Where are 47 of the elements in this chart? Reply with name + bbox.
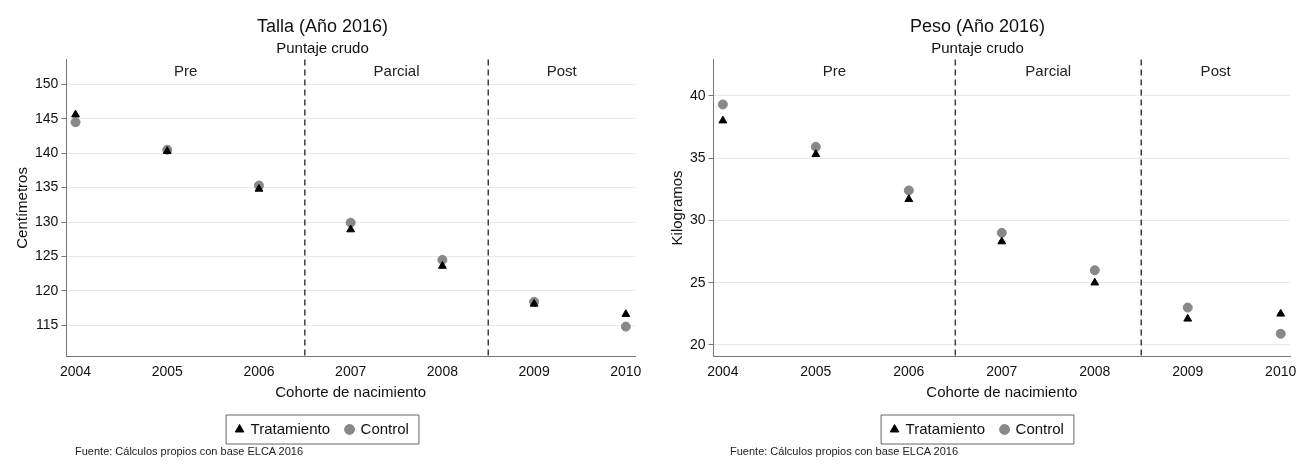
- annotation: Parcial: [373, 61, 420, 79]
- chart-subtitle: Puntaje crudo: [276, 38, 369, 56]
- annotation: Pre: [173, 61, 198, 79]
- y-axis-title: Centímetros: [13, 167, 31, 249]
- x-tick-label: 2007: [335, 363, 367, 380]
- source-note: Fuente: Cálculos propios con base ELCA 2016: [75, 445, 304, 457]
- x-tick-label: 2006: [243, 363, 275, 380]
- x-tick-label: 2006: [893, 363, 925, 380]
- y-tick-label: 35: [689, 148, 706, 165]
- annotation: Parcial: [1025, 61, 1072, 79]
- y-tick-label: 40: [689, 86, 706, 103]
- chart-title: Talla (Año 2016): [256, 15, 389, 36]
- x-tick-label: 2004: [59, 363, 92, 380]
- x-tick-label: 2010: [1265, 363, 1297, 380]
- y-tick-label: 120: [35, 281, 59, 298]
- chart-title: Peso (Año 2016): [909, 15, 1046, 36]
- y-tick-label: 125: [35, 247, 59, 264]
- legend-label: Tratamiento: [250, 419, 331, 437]
- y-tick-label: 150: [35, 75, 59, 92]
- x-tick-label: 2008: [426, 363, 459, 380]
- annotation: Post: [546, 61, 578, 79]
- x-tick-label: 2005: [151, 363, 184, 380]
- x-tick-label: 2009: [518, 363, 550, 380]
- y-axis-title: Kilogramos: [668, 170, 686, 246]
- y-tick-label: 30: [689, 211, 706, 228]
- legend-label: Tratamiento: [905, 419, 986, 437]
- x-tick-label: 2008: [1079, 363, 1111, 380]
- y-tick-label: 135: [35, 178, 59, 195]
- annotation: Post: [1200, 61, 1232, 79]
- x-axis-title: Cohorte de nacimiento: [275, 383, 427, 401]
- x-axis-title: Cohorte de nacimiento: [926, 383, 1078, 401]
- y-tick-label: 20: [689, 335, 706, 352]
- x-tick-label: 2004: [707, 363, 739, 380]
- source-note: Fuente: Cálculos propios con base ELCA 2016: [730, 445, 959, 457]
- y-tick-label: 145: [35, 109, 59, 126]
- x-tick-label: 2010: [610, 363, 642, 380]
- annotation: Pre: [822, 61, 847, 79]
- chart-subtitle: Puntaje crudo: [931, 38, 1024, 56]
- legend-label: Control: [1015, 419, 1064, 437]
- x-tick-label: 2005: [800, 363, 832, 380]
- y-tick-label: 115: [36, 316, 59, 333]
- y-tick-label: 130: [35, 212, 59, 229]
- x-tick-label: 2009: [1172, 363, 1204, 380]
- y-tick-label: 140: [35, 144, 59, 161]
- y-tick-label: 25: [689, 273, 706, 290]
- legend-label: Control: [360, 419, 409, 437]
- x-tick-label: 2007: [986, 363, 1018, 380]
